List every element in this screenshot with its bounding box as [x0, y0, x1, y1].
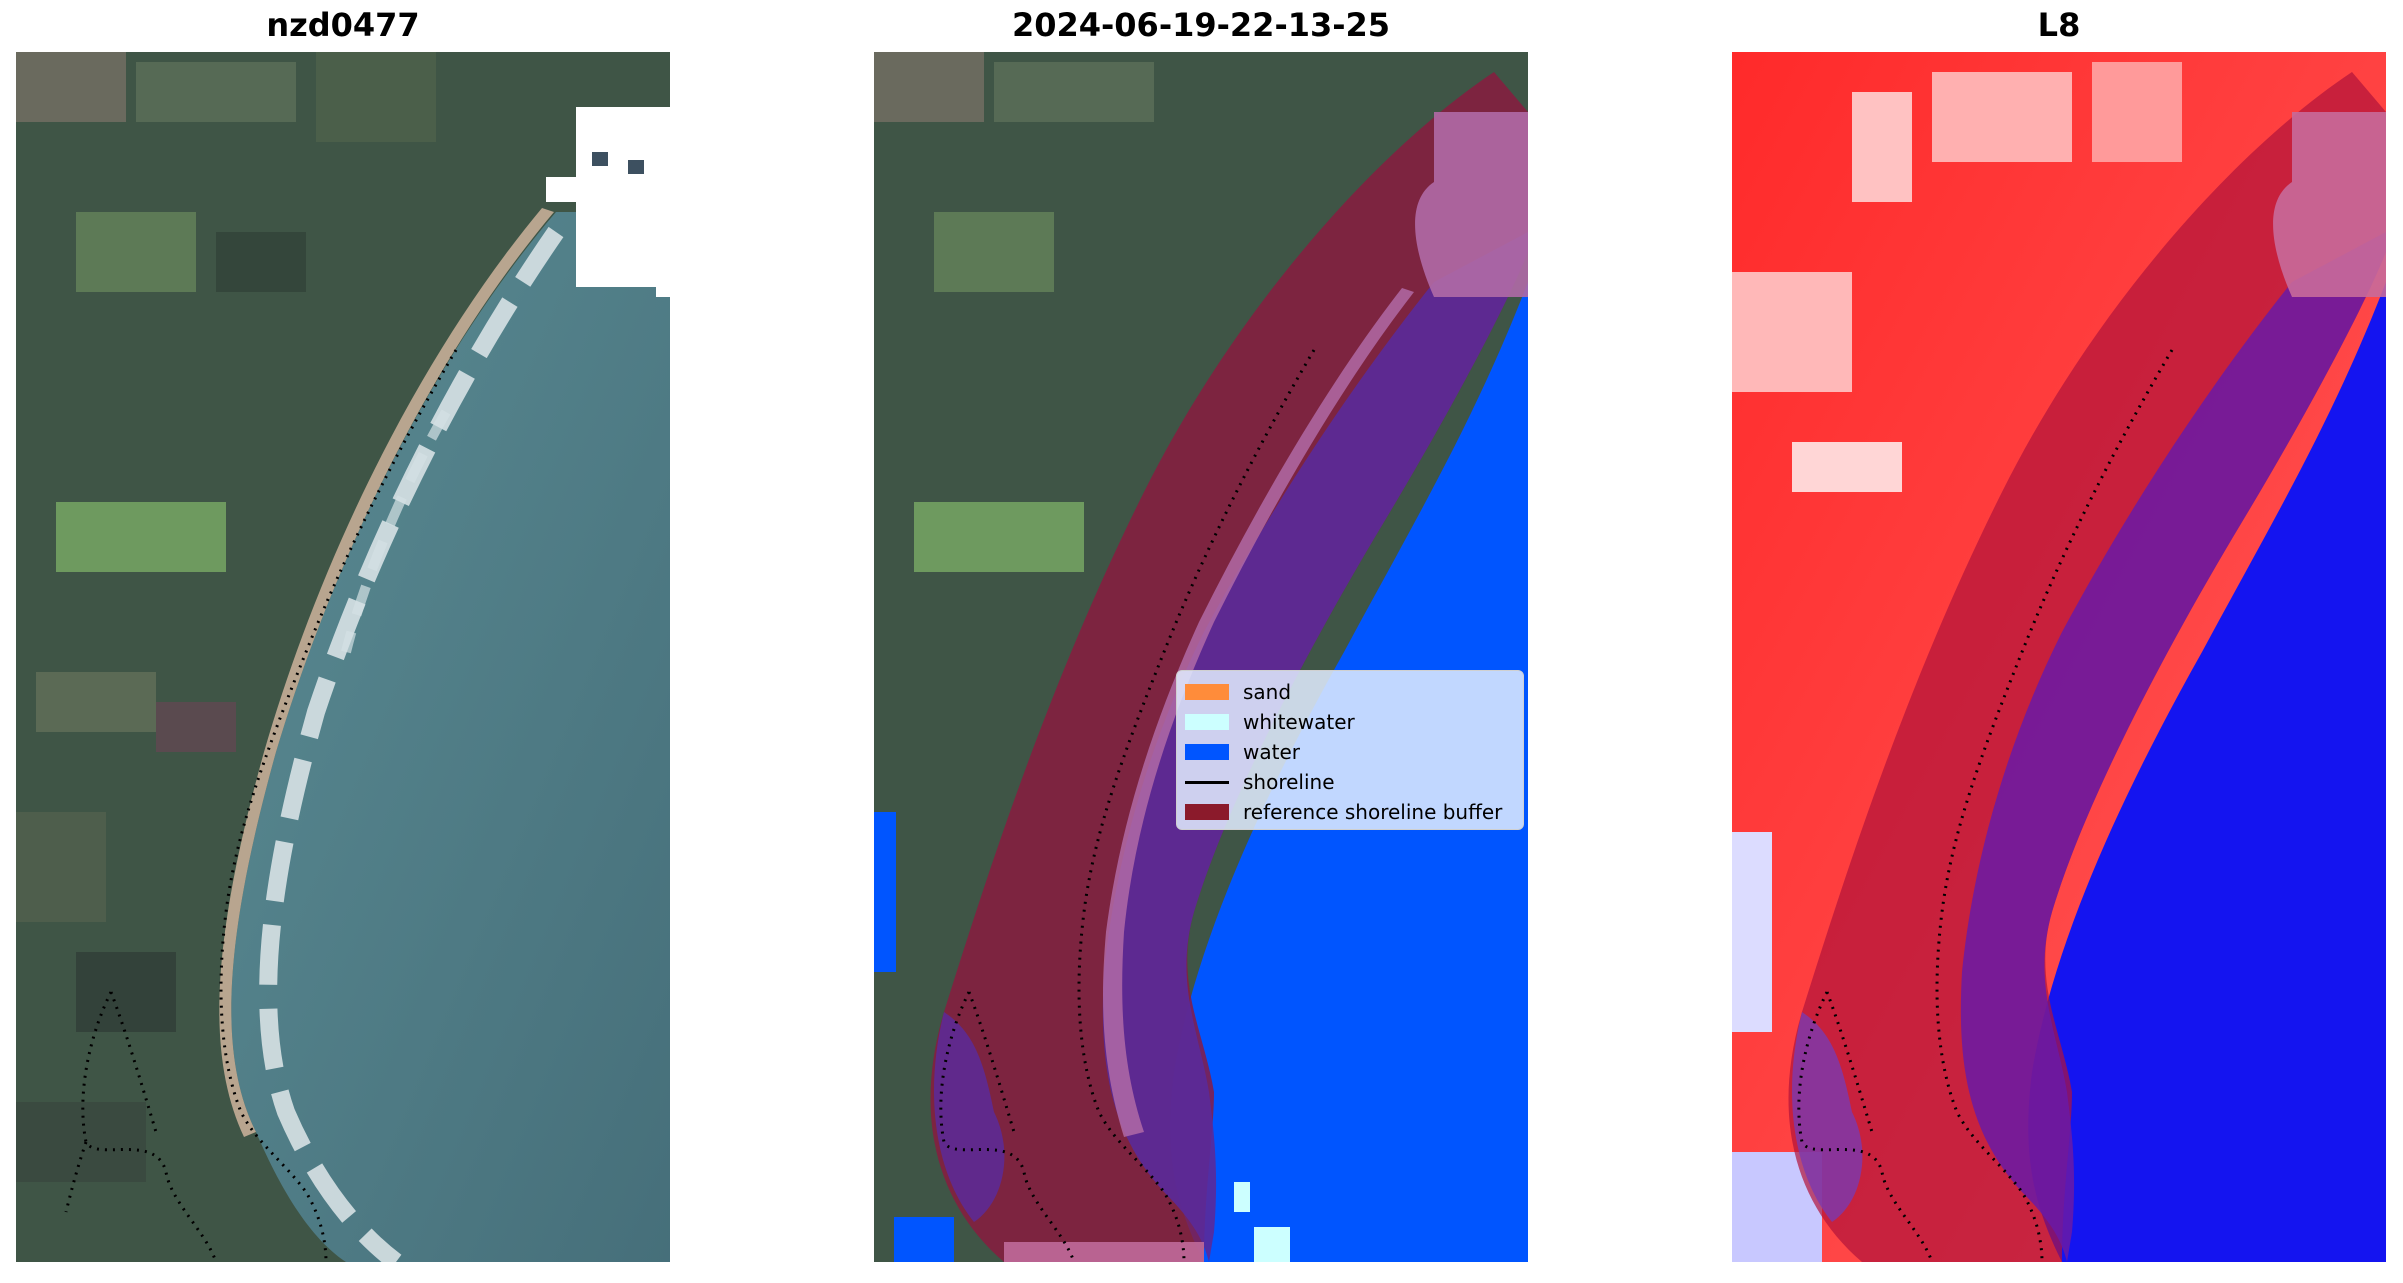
no-data-hole [628, 160, 644, 174]
shoreline-line [64, 1141, 88, 1213]
panel-title-classified: 2024-06-19-22-13-25 [1011, 6, 1391, 44]
field-patch [16, 812, 106, 922]
field-patch [76, 212, 196, 292]
index-light-patch [2092, 62, 2182, 162]
index-image-panel [1732, 52, 2386, 1262]
field-patch [914, 502, 1084, 572]
field-patch [156, 702, 236, 752]
legend-item-water: water [1185, 737, 1515, 767]
sea-area [231, 212, 670, 1262]
legend-item-shoreline: shoreline [1185, 767, 1515, 797]
buffer-nodata-overlap [2273, 112, 2386, 297]
panel-title-rgb: nzd0477 [266, 6, 420, 44]
whitewater-class-area [1234, 1182, 1250, 1212]
rgb-image [16, 52, 670, 1262]
field-patch [16, 52, 126, 122]
field-patch [216, 232, 306, 292]
index-water-area [2028, 282, 2386, 1262]
shoreline-line [109, 991, 158, 1133]
classified-image-panel [874, 52, 1528, 1262]
rgb-image-panel [16, 52, 670, 1262]
legend-swatch-water [1185, 744, 1229, 760]
water-class-area [894, 1217, 954, 1262]
classified-image [874, 52, 1528, 1262]
index-light-patch [1792, 442, 1902, 492]
water-class-area [874, 812, 896, 972]
legend-swatch-shoreline [1185, 780, 1229, 784]
index-light-patch [1732, 832, 1772, 1032]
shoreline-line [1935, 349, 2174, 1262]
shoreline-line [219, 349, 458, 1262]
buffer-water-overlap [1960, 232, 2386, 1262]
whitewater-class-area [1254, 1227, 1290, 1262]
field-patch [934, 212, 1054, 292]
legend-label-whitewater: whitewater [1243, 710, 1355, 734]
shoreline-line [1077, 349, 1316, 1262]
buffer-nodata-overlap [1415, 112, 1528, 297]
no-data-hole [592, 152, 608, 166]
legend-swatch-sand [1185, 684, 1229, 700]
panel-title-index: L8 [2037, 6, 2081, 44]
legend-swatch-reference-buffer [1185, 804, 1229, 820]
legend-label-sand: sand [1243, 680, 1292, 704]
index-light-patch [1732, 272, 1852, 392]
shoreline-line [1825, 991, 1874, 1133]
field-patch [316, 52, 436, 142]
no-data-mask [546, 107, 670, 297]
index-light-patch [1932, 72, 2072, 162]
field-patch [76, 952, 176, 1032]
field-patch [56, 502, 226, 572]
buffer-water-overlap [1792, 1012, 1863, 1222]
legend-item-whitewater: whitewater [1185, 707, 1515, 737]
buffer-bottom-edge [1004, 1242, 1204, 1262]
legend-item-sand: sand [1185, 677, 1515, 707]
legend-label-reference-buffer: reference shoreline buffer [1243, 800, 1503, 824]
index-image [1732, 52, 2386, 1262]
legend-item-reference-buffer: reference shoreline buffer [1185, 797, 1515, 827]
whitewater-streak [259, 226, 564, 1262]
field-patch [994, 62, 1154, 122]
legend-label-shoreline: shoreline [1243, 770, 1335, 794]
shoreline-line [967, 991, 1016, 1133]
legend: sand whitewater water shoreline referenc… [1176, 670, 1524, 830]
legend-label-water: water [1243, 740, 1300, 764]
field-patch [136, 62, 296, 122]
field-patch [36, 672, 156, 732]
index-light-patch [1852, 92, 1912, 202]
buffer-water-overlap [934, 1012, 1005, 1222]
legend-swatch-whitewater [1185, 714, 1229, 730]
field-patch [874, 52, 984, 122]
field-patch [16, 1102, 146, 1182]
buffer-whitewater-overlap [1103, 288, 1414, 1137]
